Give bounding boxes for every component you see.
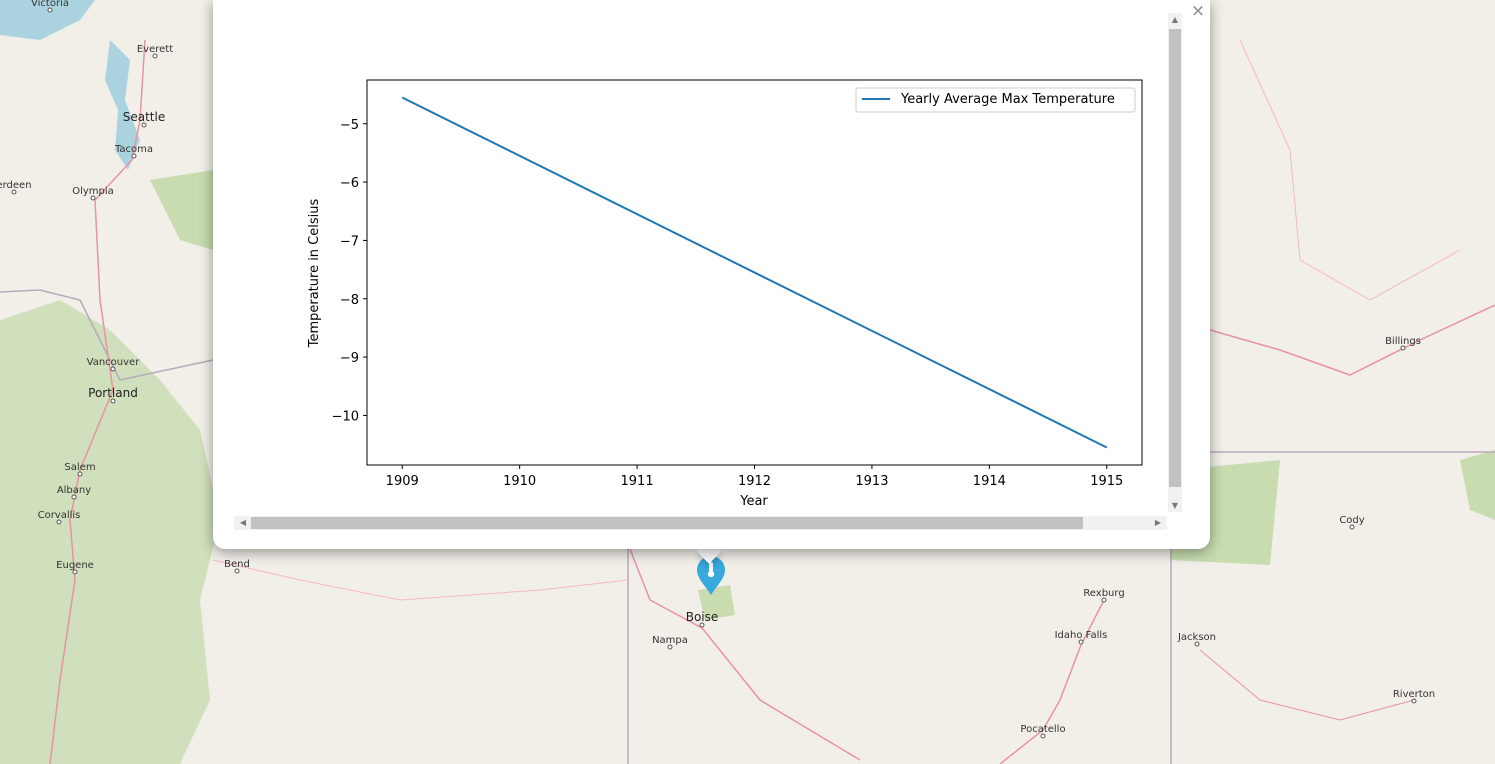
vertical-scroll-thumb[interactable] <box>1169 29 1181 487</box>
forest-area <box>150 170 213 250</box>
city-dot <box>110 398 116 404</box>
city-dot <box>56 519 62 525</box>
y-tick-label: −7 <box>340 234 359 249</box>
city-dot <box>1101 597 1107 603</box>
x-tick-label: 1914 <box>973 474 1006 489</box>
y-tick-label: −8 <box>340 293 359 308</box>
city-label: Boise <box>686 610 719 624</box>
y-tick-label: −6 <box>340 176 359 191</box>
scroll-up-icon[interactable]: ▲ <box>1171 15 1179 24</box>
x-tick-label: 1911 <box>621 474 654 489</box>
forest-area <box>698 585 735 620</box>
map-marker[interactable] <box>696 556 726 596</box>
x-axis-label: Year <box>739 494 768 509</box>
city-dot <box>1400 345 1406 351</box>
x-tick-label: 1909 <box>386 474 419 489</box>
highway <box>1080 599 1105 646</box>
state-border <box>0 289 214 381</box>
city-dot <box>90 195 96 201</box>
y-tick-label: −9 <box>340 351 359 366</box>
city-dot <box>152 53 158 59</box>
thermometer-icon <box>707 562 715 578</box>
city-dot <box>234 568 240 574</box>
puget-sound-water <box>0 0 95 40</box>
city-label: Portland <box>88 386 138 400</box>
forest-area <box>0 300 220 764</box>
city-label: Salem <box>64 462 95 473</box>
city-label: Everett <box>137 44 173 55</box>
city-dot <box>1040 733 1046 739</box>
legend-label: Yearly Average Max Temperature <box>900 92 1115 107</box>
city-label: Olympia <box>72 186 114 197</box>
city-label: Jackson <box>1177 632 1216 643</box>
city-label: Pocatello <box>1020 724 1065 735</box>
scroll-down-icon[interactable]: ▼ <box>1171 501 1179 510</box>
road <box>1239 39 1461 301</box>
x-tick-label: 1910 <box>503 474 536 489</box>
highway <box>49 39 146 764</box>
city-label: Rexburg <box>1083 588 1124 599</box>
road <box>212 559 629 601</box>
city-dot <box>47 7 53 13</box>
highway <box>999 644 1082 764</box>
city-dot <box>72 569 78 575</box>
scroll-left-icon[interactable]: ◀ <box>239 518 247 527</box>
scroll-right-icon[interactable]: ▶ <box>1154 518 1162 527</box>
legend: Yearly Average Max Temperature <box>855 87 1136 113</box>
horizontal-scrollbar[interactable]: ◀ ▶ <box>234 516 1167 530</box>
city-label: Billings <box>1385 336 1421 347</box>
x-tick-label: 1912 <box>738 474 771 489</box>
legend-box <box>855 87 1136 113</box>
city-label: Eugene <box>56 560 94 571</box>
city-dot <box>1194 641 1200 647</box>
city-dot <box>699 622 705 628</box>
forest-area <box>1460 450 1495 520</box>
city-dot <box>1078 639 1084 645</box>
city-label: Bend <box>224 559 250 570</box>
city-label: Albany <box>57 485 91 496</box>
city-label: erdeen <box>0 180 32 191</box>
x-tick-label: 1915 <box>1090 474 1123 489</box>
city-dot <box>667 644 673 650</box>
city-dot <box>1411 698 1417 704</box>
close-popup-button[interactable]: × <box>1190 1 1206 21</box>
city-label: Idaho Falls <box>1055 630 1108 641</box>
city-dot <box>1349 524 1355 530</box>
city-label: Tacoma <box>114 144 153 155</box>
puget-sound-inlets <box>105 40 140 170</box>
city-dot <box>77 471 83 477</box>
highway <box>1199 649 1415 721</box>
city-label: Cody <box>1339 515 1364 526</box>
horizontal-scroll-thumb[interactable] <box>251 517 1083 529</box>
city-label: Riverton <box>1393 689 1435 700</box>
y-tick-label: −5 <box>340 118 359 133</box>
y-axis-label: Temperature in Celsius <box>307 199 322 349</box>
city-label: Seattle <box>123 110 165 124</box>
city-dot <box>110 366 116 372</box>
y-tick-label: −10 <box>332 409 359 424</box>
city-label: Nampa <box>652 635 688 646</box>
highway <box>629 548 861 761</box>
city-label: Vancouver <box>87 357 141 368</box>
city-label: Corvallis <box>38 510 81 521</box>
x-tick-label: 1913 <box>855 474 888 489</box>
city-dot <box>141 122 147 128</box>
vertical-scrollbar[interactable]: ▲ ▼ <box>1168 13 1182 512</box>
series-line <box>401 96 1108 449</box>
highway <box>1209 304 1495 376</box>
temperature-chart: 1909 1910 1911 1912 1913 1914 1915 −5 −6 −7 −8 −9 −1… <box>307 79 1143 509</box>
city-dot <box>11 189 17 195</box>
city-dot <box>71 494 77 500</box>
city-label: Victoria <box>31 0 69 9</box>
city-dot <box>131 153 137 159</box>
